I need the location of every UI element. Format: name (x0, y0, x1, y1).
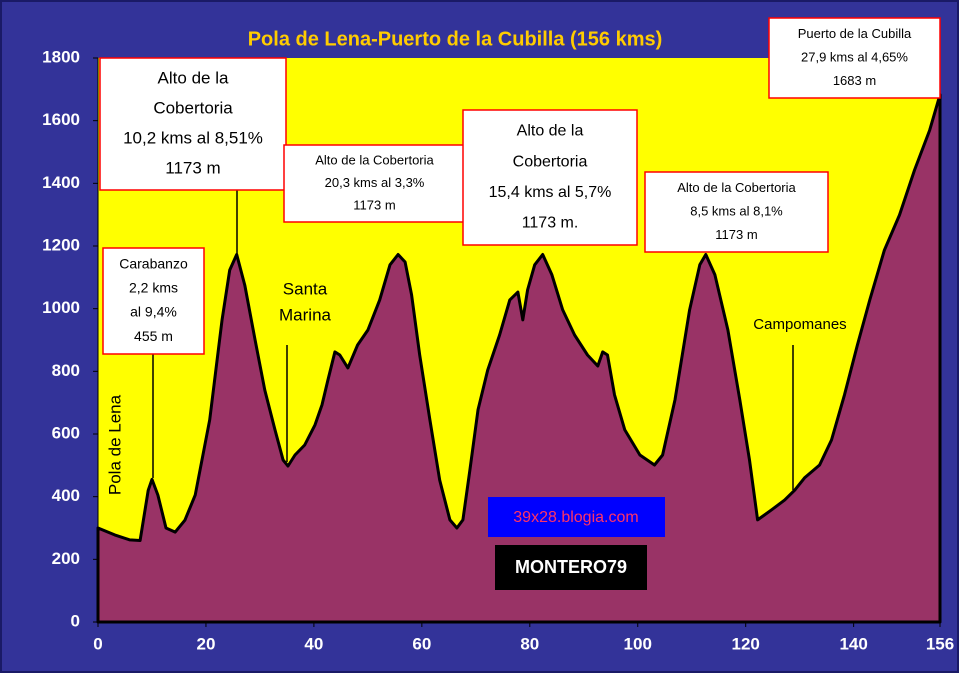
annotation-text: Alto de la Cobertoria (315, 152, 434, 167)
y-tick-label: 1000 (42, 298, 80, 317)
y-tick-label: 200 (52, 549, 80, 568)
annotation-text: Cobertoria (153, 98, 233, 117)
annotation-text: 15,4 kms al 5,7% (489, 184, 612, 201)
x-tick-label: 156 (926, 634, 954, 653)
annotation-text: 1683 m (833, 73, 876, 88)
y-tick-label: 1200 (42, 235, 80, 254)
annotation-text: Cobertoria (513, 153, 588, 170)
y-tick-label: 600 (52, 423, 80, 442)
annotation-text: 1173 m. (522, 215, 579, 232)
annotation-box (768, 17, 941, 99)
annotation-text: Alto de la Cobertoria (677, 180, 796, 195)
chart-title: Pola de Lena-Puerto de la Cubilla (156 k… (248, 28, 663, 50)
place-label: Marina (279, 305, 332, 324)
annotation-box (462, 109, 638, 246)
annotation-text: 1173 m (715, 227, 757, 242)
annotation-text: al 9,4% (130, 304, 177, 320)
x-tick-label: 100 (624, 634, 652, 653)
annotation-text: 20,3 kms al 3,3% (325, 175, 425, 190)
x-tick-label: 80 (520, 634, 539, 653)
annotation-text: 2,2 kms (129, 280, 178, 296)
x-tick-label: 60 (412, 634, 431, 653)
annotation-text: 455 m (134, 328, 173, 344)
x-tick-label: 120 (732, 634, 760, 653)
y-tick-label: 1600 (42, 110, 80, 129)
elevation-area (96, 93, 942, 624)
signature-box (495, 545, 647, 590)
annotation-text: Puerto de la Cubilla (798, 26, 912, 41)
y-tick-label: 0 (71, 611, 80, 630)
y-tick-label: 400 (52, 486, 80, 505)
annotation-text: 1173 m (165, 158, 220, 177)
x-tick-label: 40 (304, 634, 323, 653)
annotation-text: 10,2 kms al 8,51% (123, 128, 263, 147)
annotation-text: Carabanzo (119, 256, 188, 272)
y-tick-label: 800 (52, 361, 80, 380)
y-tick-label: 1800 (42, 47, 80, 66)
annotation-text: Alto de la (517, 123, 584, 140)
annotation-text: Alto de la (158, 68, 229, 87)
place-label: Campomanes (753, 316, 846, 333)
annotation-box (644, 171, 829, 253)
annotation-text: 8,5 kms al 8,1% (690, 203, 783, 218)
x-tick-label: 0 (93, 634, 102, 653)
x-tick-label: 20 (196, 634, 215, 653)
watermark-text: 39x28.blogia.com (513, 509, 638, 526)
signature-text: MONTERO79 (515, 557, 627, 577)
annotation-box (283, 144, 466, 223)
watermark-box (488, 497, 665, 537)
annotation-text: 1173 m (353, 198, 395, 213)
annotation-text: 27,9 kms al 4,65% (801, 49, 908, 64)
annotation-box (102, 247, 205, 355)
place-label: Pola de Lena (105, 394, 124, 495)
y-tick-label: 1400 (42, 173, 80, 192)
place-label: Santa (283, 279, 328, 298)
x-tick-label: 140 (839, 634, 867, 653)
annotation-box (99, 57, 287, 191)
